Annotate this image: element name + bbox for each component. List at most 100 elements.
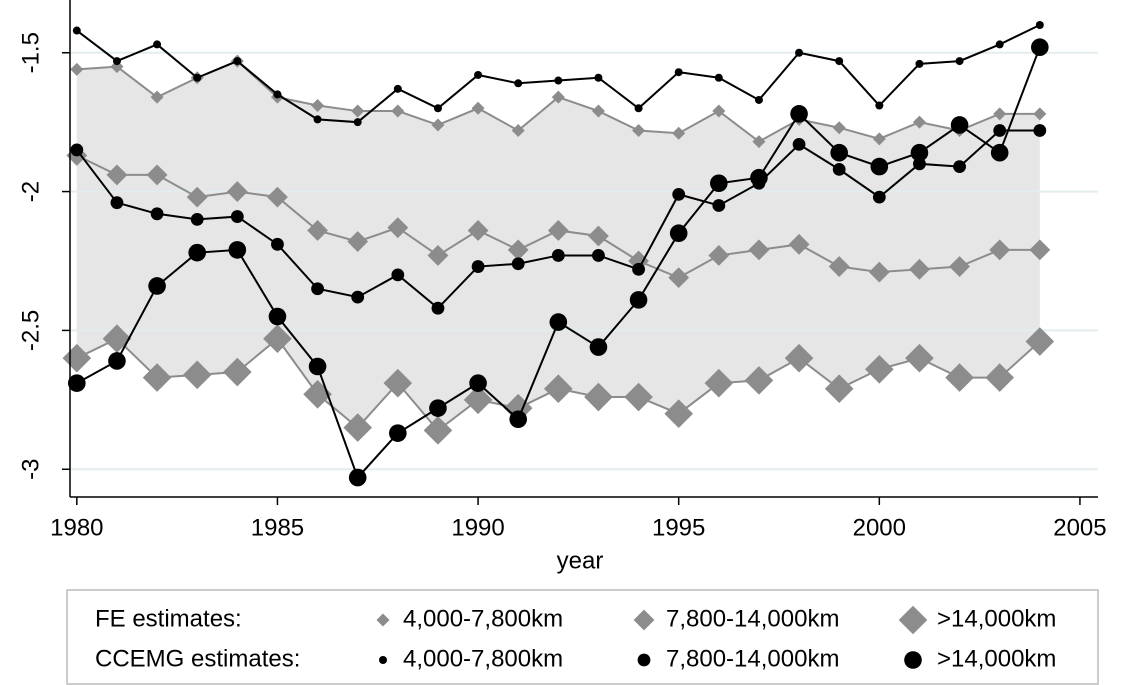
circle-marker: [389, 424, 407, 442]
legend-group-label: CCEMG estimates:: [95, 645, 300, 672]
diamond-marker: [989, 239, 1011, 261]
diamond-marker: [186, 186, 208, 208]
diamond-marker: [632, 123, 646, 137]
circle-marker: [311, 282, 324, 296]
diamond-marker: [985, 363, 1014, 392]
x-tick-label: 2000: [853, 514, 906, 541]
legend-label: 7,800-14,000km: [666, 645, 839, 672]
diamond-marker: [704, 368, 734, 398]
circle-marker: [228, 241, 247, 259]
diamond-marker: [868, 261, 890, 283]
y-tick-label: -2: [17, 181, 44, 202]
circle-marker: [70, 143, 84, 157]
legend-marker: [633, 609, 655, 631]
diamond-marker: [544, 374, 573, 404]
circle-marker: [710, 174, 728, 193]
circle-marker: [795, 48, 804, 57]
circle-marker: [910, 143, 929, 162]
legend-marker: [637, 653, 651, 667]
circle-marker: [993, 124, 1007, 137]
circle-marker: [471, 260, 485, 273]
legend-label: >14,000km: [937, 645, 1056, 672]
diamond-marker: [431, 118, 445, 132]
circle-marker: [634, 104, 643, 113]
circle-marker: [953, 160, 966, 173]
circle-marker: [313, 115, 322, 124]
circle-marker: [835, 57, 844, 66]
circle-marker: [271, 237, 284, 251]
circle-marker: [469, 374, 487, 392]
diamond-marker: [748, 239, 770, 261]
diamond-marker: [588, 225, 609, 247]
x-tick-label: 1990: [451, 514, 504, 541]
y-tick-label: -2.5: [17, 310, 44, 351]
series: [72, 20, 1044, 127]
diamond-marker: [343, 413, 372, 442]
circle-marker: [554, 76, 563, 85]
circle-marker: [551, 249, 565, 262]
circle-marker: [790, 105, 808, 123]
circle-marker: [674, 68, 683, 77]
circle-marker: [990, 143, 1009, 162]
diamond-marker: [993, 107, 1007, 121]
legend-marker: [376, 613, 390, 627]
diamond-marker: [347, 231, 369, 252]
diamond-marker: [1025, 327, 1055, 356]
diamond-marker: [387, 217, 409, 239]
diamond-marker: [824, 374, 854, 404]
circle-marker: [108, 352, 126, 370]
circle-marker: [750, 168, 768, 187]
series: [62, 324, 1055, 445]
diamond-marker: [391, 104, 405, 118]
x-axis-title: year: [557, 547, 604, 574]
diamond-marker: [142, 363, 172, 392]
circle-marker: [391, 268, 405, 282]
circle-marker: [1033, 124, 1047, 137]
y-tick-label: -3: [17, 459, 44, 480]
diamond-marker: [226, 181, 248, 202]
diamond-marker: [712, 104, 726, 118]
legend-label: 4,000-7,800km: [403, 605, 563, 632]
diamond-marker: [263, 324, 292, 354]
diamond-marker: [106, 164, 128, 186]
circle-marker: [148, 277, 166, 295]
diamond-marker: [467, 220, 489, 241]
circle-marker: [712, 199, 726, 212]
circle-marker: [153, 40, 162, 49]
x-tick-label: 1985: [251, 514, 304, 541]
legend-label: >14,000km: [937, 605, 1056, 632]
series: [66, 145, 1051, 289]
circle-marker: [351, 290, 365, 304]
diamond-marker: [1029, 239, 1051, 261]
circle-marker: [754, 95, 763, 104]
circle-marker: [433, 104, 442, 113]
diamond-marker: [102, 324, 132, 354]
diamond-marker: [828, 256, 850, 277]
circle-marker: [632, 262, 645, 276]
circle-marker: [431, 301, 445, 315]
circle-marker: [68, 374, 86, 392]
circle-marker: [995, 40, 1004, 49]
circle-marker: [509, 410, 527, 429]
diamond-marker: [672, 126, 686, 140]
circle-marker: [594, 73, 603, 82]
circle-marker: [393, 84, 402, 93]
diamond-marker: [182, 360, 212, 390]
circle-marker: [592, 249, 605, 262]
circle-marker: [233, 57, 242, 66]
y-tick-label: -1.5: [17, 32, 44, 73]
circle-marker: [150, 207, 164, 221]
legend-box: [66, 589, 1099, 685]
diamond-marker: [471, 101, 485, 115]
diamond-marker: [551, 90, 565, 104]
circle-marker: [511, 257, 525, 271]
circle-marker: [308, 357, 327, 376]
series: [70, 124, 1047, 315]
diamond-marker: [784, 343, 814, 373]
circle-marker: [110, 196, 124, 210]
circle-marker: [669, 224, 688, 243]
circle-marker: [955, 57, 964, 66]
diamond-marker: [912, 115, 926, 129]
diamond-marker: [668, 267, 690, 289]
